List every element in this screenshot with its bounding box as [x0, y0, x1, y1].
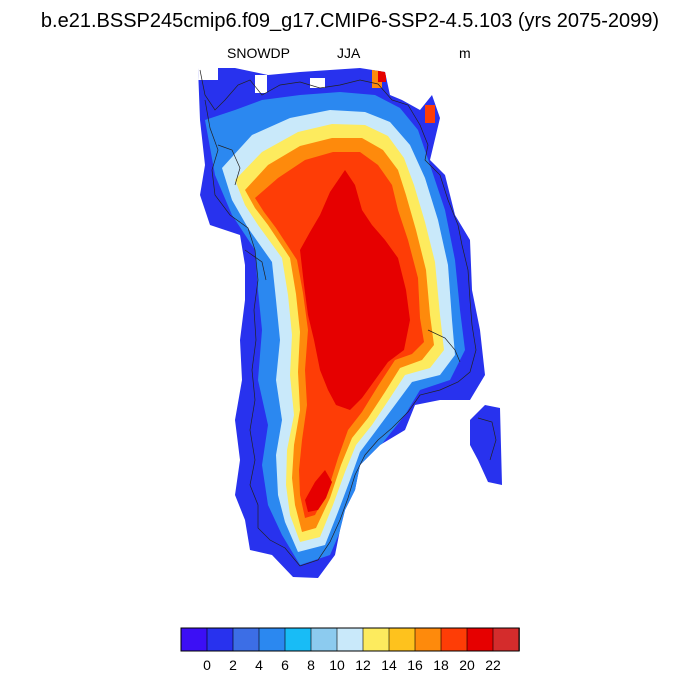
colorbar-swatch	[414, 627, 442, 652]
snow-depth-field	[198, 68, 485, 578]
colorbar-frame	[180, 627, 520, 652]
colorbar-swatch	[258, 627, 286, 652]
colorbar-tick-label: 22	[485, 657, 501, 673]
colorbar-tick-label: 12	[355, 657, 371, 673]
colorbar-swatch	[362, 627, 390, 652]
colorbar-tick-label: 14	[381, 657, 397, 673]
colorbar-swatch	[336, 627, 364, 652]
plot-title: b.e21.BSSP245cmip6.f09_g17.CMIP6-SSP2-4.…	[40, 10, 660, 32]
east-island	[470, 405, 502, 485]
colorbar-tick-label: 16	[407, 657, 423, 673]
colorbar-swatch	[206, 627, 234, 652]
coastline	[199, 69, 497, 567]
colorbar-swatches	[180, 627, 520, 652]
colorbar-tick-label: 6	[281, 657, 289, 673]
colorbar-tick-label: 20	[459, 657, 475, 673]
colorbar-tick-label: 18	[433, 657, 449, 673]
colorbar-swatch	[492, 627, 520, 652]
colorbar-tick-labels: 0 2 4 6 8 10 12 14 16 18 20 22	[203, 657, 501, 673]
colorbar-tick-label: 4	[255, 657, 263, 673]
colorbar-swatch	[284, 627, 312, 652]
colorbar-swatch	[466, 627, 494, 652]
variable-label: SNOWDP	[227, 45, 290, 61]
colorbar-swatch	[180, 627, 208, 652]
colorbar-swatch	[310, 627, 338, 652]
colorbar-tick-label: 0	[203, 657, 211, 673]
units-label: m	[459, 45, 471, 61]
colorbar-tick-label: 10	[329, 657, 345, 673]
season-label: JJA	[337, 45, 361, 61]
colorbar-swatch	[232, 627, 260, 652]
colorbar-tick-label: 8	[307, 657, 315, 673]
colorbar-swatch	[440, 627, 468, 652]
colorbar-tick-label: 2	[229, 657, 237, 673]
colorbar-swatch	[388, 627, 416, 652]
